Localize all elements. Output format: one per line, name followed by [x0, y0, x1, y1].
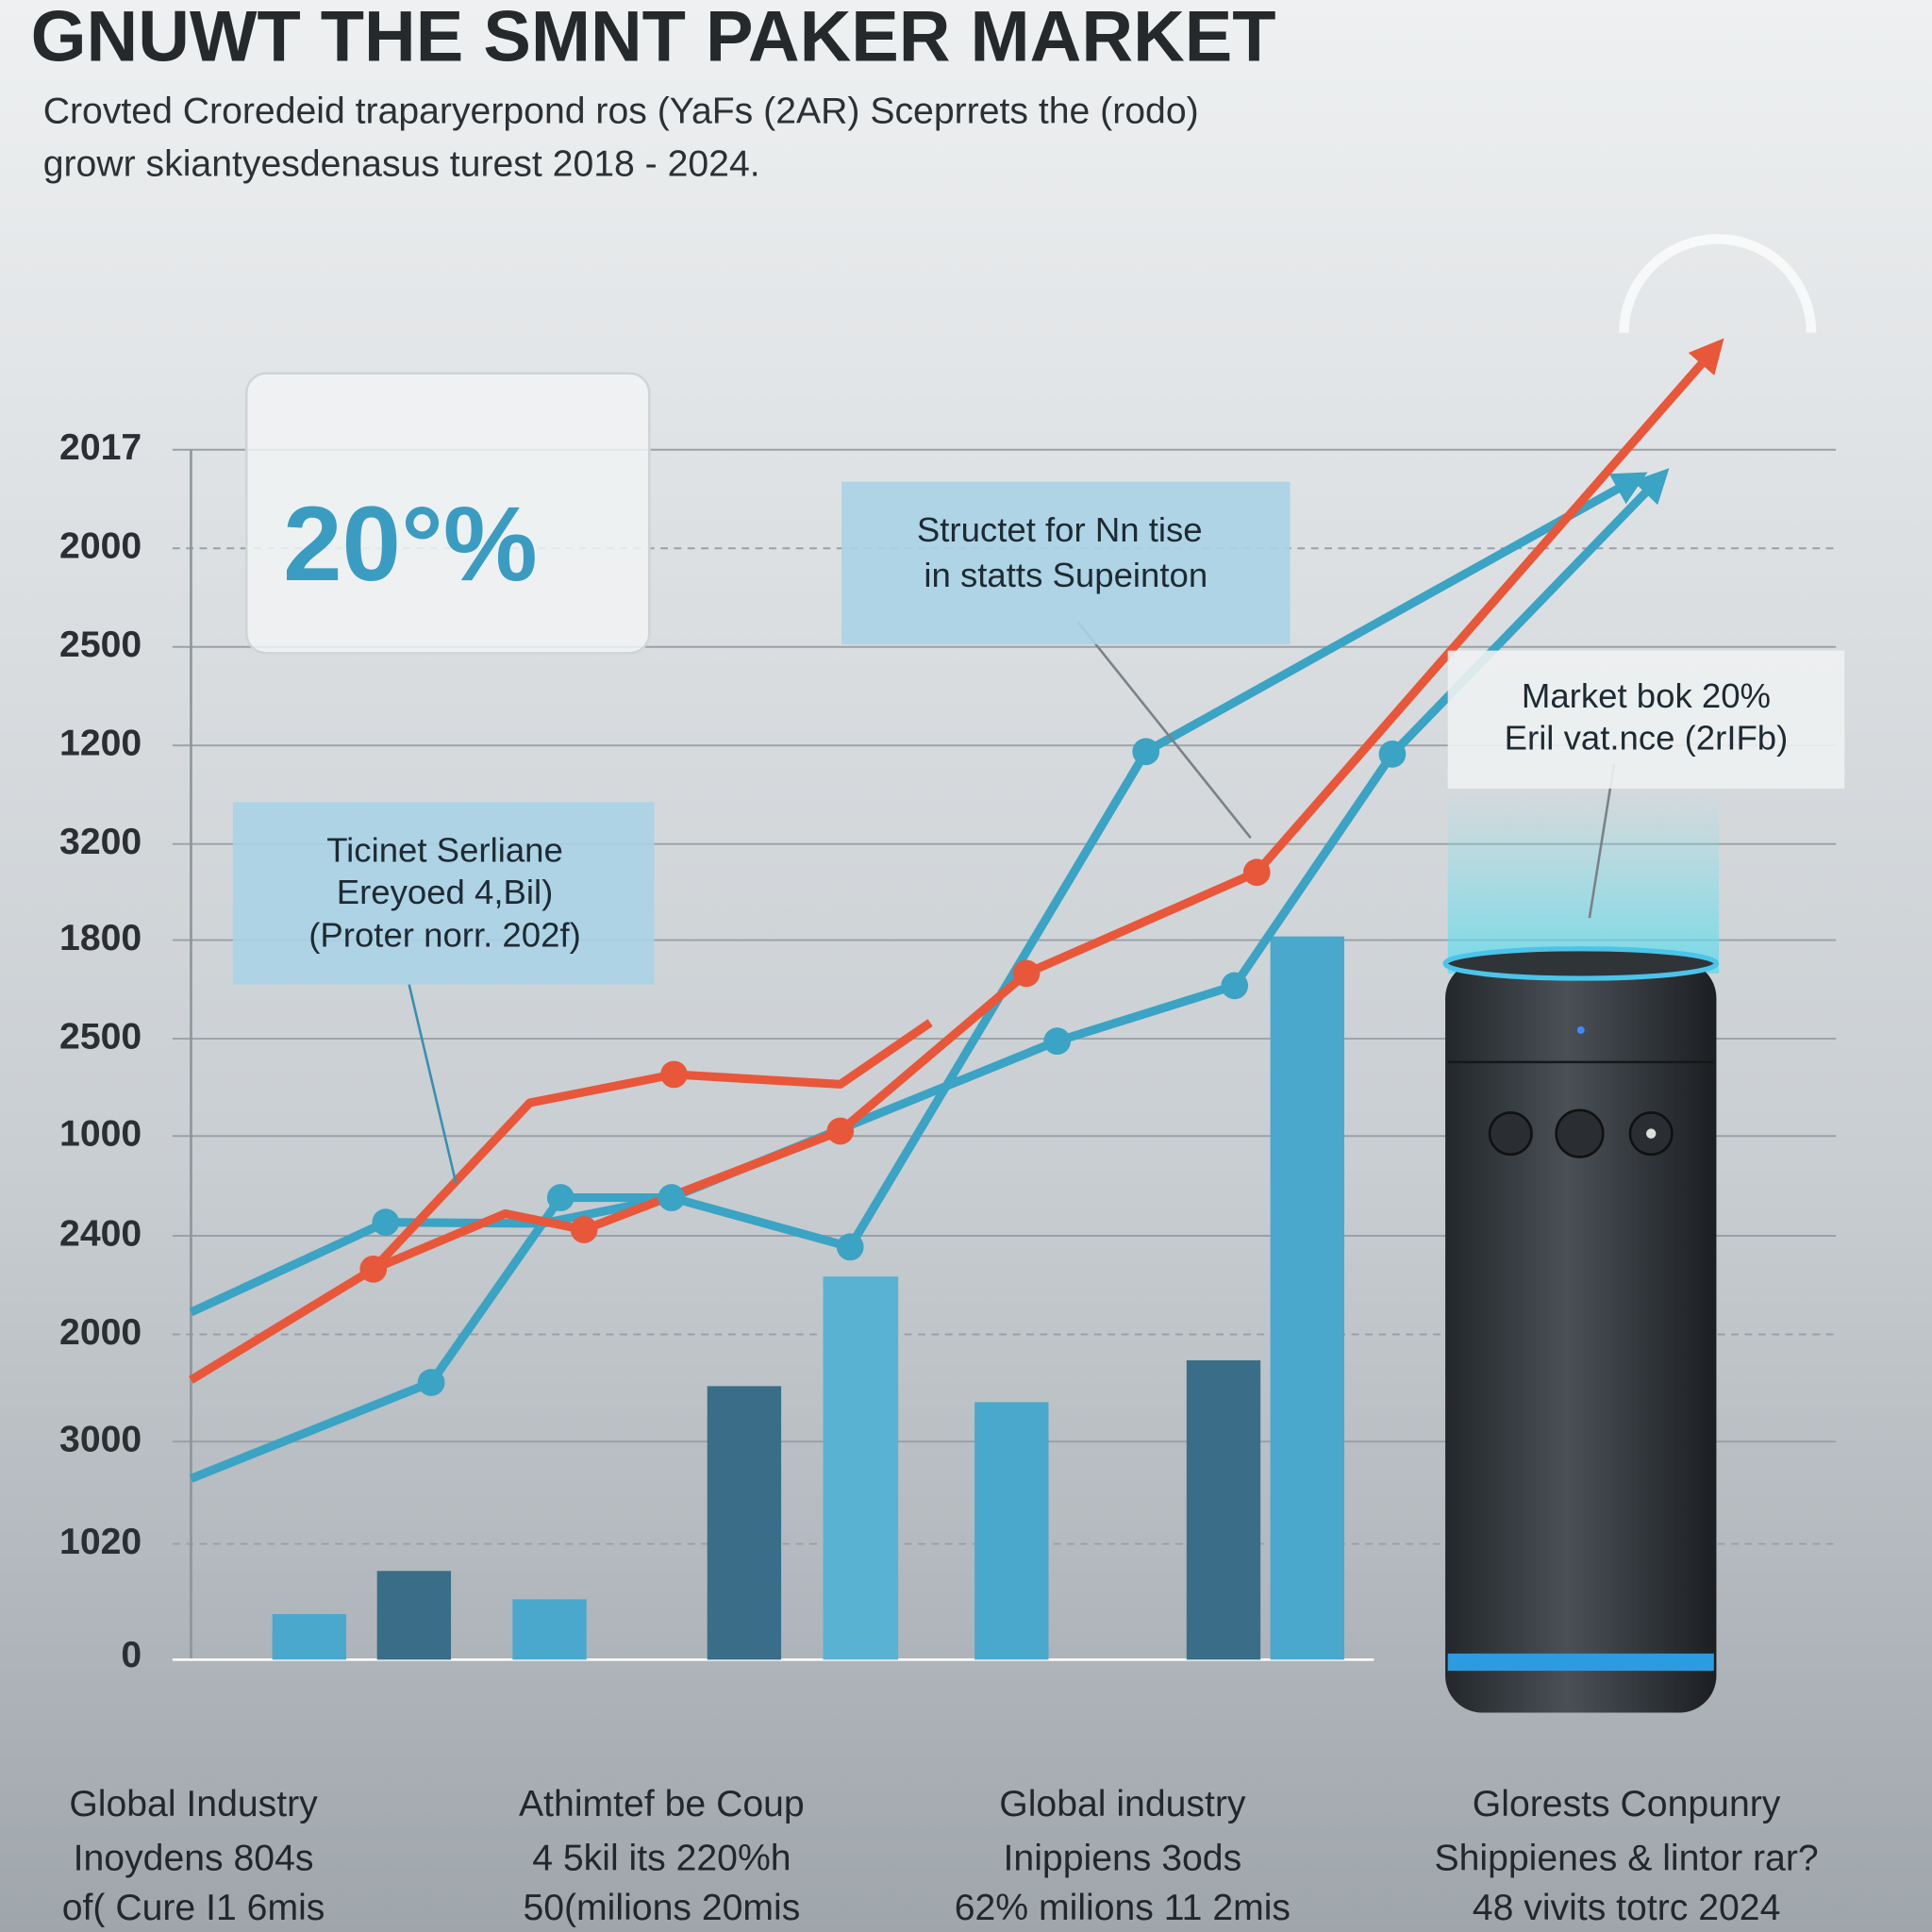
title: GNUWT THE SMNT PAKER MARKET: [31, 0, 1276, 76]
point: [570, 1216, 598, 1243]
caption: Inoydens 804s: [74, 1839, 314, 1879]
button-dot: [1645, 1128, 1657, 1139]
callout-text: Market bok 20%: [1522, 676, 1771, 715]
callout-text: Eril vat.nce (2rIFb): [1505, 719, 1789, 758]
leader: [1588, 763, 1616, 919]
caption: Shippienes & lintor rar?: [1434, 1839, 1818, 1879]
point: [660, 1060, 688, 1089]
points: [359, 738, 1407, 1396]
callout-text: (Proter norr. 202f): [308, 916, 581, 955]
y-label: 2017: [59, 427, 142, 468]
y-label: 1800: [59, 918, 142, 958]
caption: Glorests Conpunry: [1473, 1784, 1781, 1824]
point: [826, 1117, 855, 1145]
y-label: 2400: [59, 1213, 142, 1254]
callout-text: Ereyoed 4,Bil): [337, 873, 554, 911]
callout-text: Ticinet Serliane: [326, 830, 563, 869]
callout-box: [244, 372, 651, 655]
y-label: 1020: [59, 1522, 142, 1562]
point: [1242, 858, 1271, 887]
y-label: 2000: [59, 526, 142, 567]
light-ring: [1447, 1653, 1714, 1672]
bar: [272, 1614, 347, 1660]
bar: [823, 1276, 899, 1660]
caption: 50(milions 20mis: [523, 1888, 800, 1928]
bar: [1270, 936, 1344, 1660]
point: [1012, 959, 1041, 988]
point: [372, 1208, 400, 1237]
y-label: 2500: [59, 625, 142, 665]
y-label: 2500: [59, 1016, 142, 1057]
subtitle: Crovted Croredeid traparyerpond ros (YaF…: [43, 92, 1199, 132]
y-label: 0: [121, 1635, 142, 1675]
caption: of( Cure I1 6mis: [62, 1888, 325, 1928]
y-label: 3000: [59, 1420, 142, 1460]
leader: [408, 984, 458, 1184]
speaker: [1442, 234, 1817, 1713]
point: [1378, 740, 1407, 768]
callout-value: 20°%: [283, 484, 538, 603]
line: [189, 468, 1670, 1483]
subtitle: growr skiantyesdenasus turest 2018 - 202…: [43, 144, 760, 185]
button: [1488, 1111, 1533, 1157]
bar: [376, 1571, 452, 1660]
caption: Global industry: [999, 1784, 1246, 1824]
button: [1555, 1108, 1605, 1158]
caption: Inippiens 3ods: [1004, 1839, 1242, 1879]
led: [1576, 1026, 1585, 1034]
caption: 48 vivits totrc 2024: [1473, 1888, 1781, 1928]
point: [836, 1233, 864, 1261]
y-label: 1200: [59, 724, 142, 764]
speaker-body: [1445, 960, 1717, 1713]
captions: Global Industry Inoydens 804s of( Cure I1 …: [62, 1784, 1819, 1928]
bars: [272, 936, 1344, 1660]
y-label: 2000: [59, 1312, 142, 1353]
callout-box: [232, 802, 655, 985]
caption: Global Industry: [69, 1784, 318, 1824]
callout-text: Structet for Nn tise: [917, 510, 1203, 549]
point: [546, 1184, 575, 1211]
callout-box: [1447, 650, 1845, 789]
speaker-top: [1442, 946, 1720, 981]
callout-text: in statts Supeinton: [924, 556, 1208, 594]
point: [1132, 738, 1160, 766]
caption: 4 5kil its 220%h: [532, 1839, 791, 1879]
bar: [512, 1599, 587, 1660]
wifi-arc: [1619, 234, 1817, 333]
point: [359, 1255, 388, 1283]
point: [1043, 1027, 1072, 1056]
caption: Athimtef be Coup: [519, 1784, 805, 1824]
point: [417, 1369, 445, 1396]
glow: [1447, 788, 1720, 974]
point: [658, 1184, 686, 1211]
point: [1221, 972, 1249, 1000]
y-label: 1000: [59, 1114, 142, 1155]
line: [189, 338, 1724, 1384]
leader: [1076, 621, 1252, 839]
bar: [707, 1386, 782, 1660]
callout-box: [841, 481, 1291, 645]
caption: 62% milions 11 2mis: [955, 1888, 1291, 1928]
y-label: 3200: [59, 822, 142, 862]
bar: [1186, 1359, 1261, 1660]
bar: [974, 1402, 1049, 1660]
